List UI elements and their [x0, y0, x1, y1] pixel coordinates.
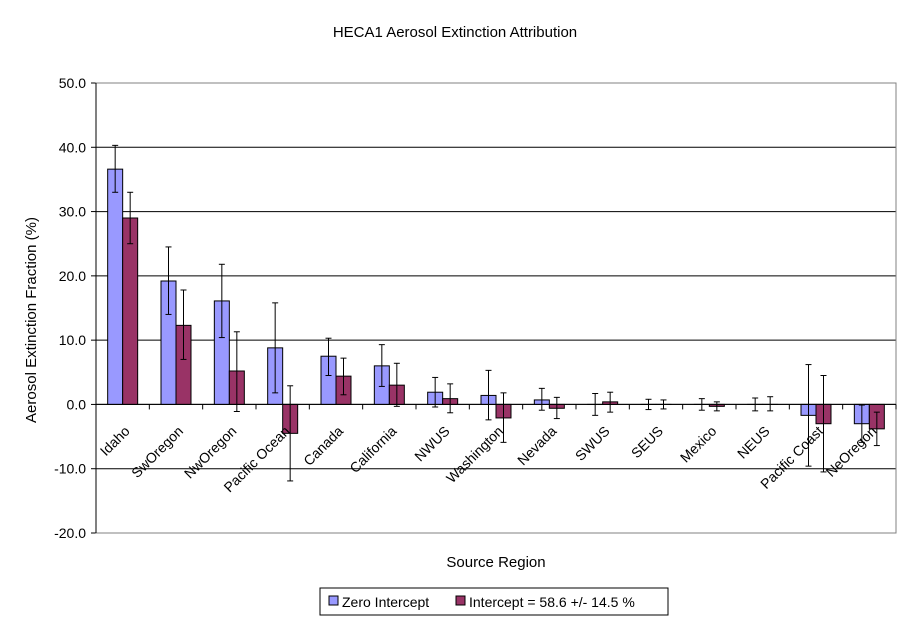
error-bar-california-series-2: [393, 362, 400, 407]
category-label-nevada: Nevada: [514, 423, 560, 469]
category-label-washington: Washington: [443, 423, 506, 486]
y-tick-label: 40.0: [59, 139, 86, 155]
x-axis-title: Source Region: [446, 554, 545, 571]
error-bar-nevada-series-2: [553, 396, 560, 420]
error-bar-nworegon-series-1: [218, 263, 225, 339]
y-tick-label: -10.0: [54, 461, 86, 477]
category-label-sworegon: SwOregon: [128, 423, 186, 481]
error-bar-neoregon-series-1: [858, 404, 865, 443]
y-tick-label: 0.0: [67, 396, 87, 412]
category-label-mexico: Mexico: [677, 423, 720, 466]
error-bar-sworegon-series-1: [165, 246, 172, 315]
bar-idaho-series-1: [107, 168, 124, 405]
error-bar-swus-series-2: [607, 391, 614, 413]
error-bar-washington-series-2: [500, 392, 507, 443]
bars: [107, 168, 885, 434]
error-bar-pacific-coast-series-2: [820, 375, 827, 473]
error-bar-canada-series-2: [340, 357, 347, 396]
error-bar-nwus-series-1: [432, 376, 439, 408]
category-label-swus: SWUS: [572, 423, 613, 464]
error-bar-washington-series-1: [485, 369, 492, 421]
error-bar-nevada-series-1: [538, 387, 545, 411]
category-label-canada: Canada: [300, 423, 346, 469]
error-bar-california-series-1: [378, 344, 385, 387]
y-tick-label: 30.0: [59, 204, 86, 220]
error-bar-idaho-series-1: [112, 144, 119, 193]
y-tick-label: 10.0: [59, 332, 86, 348]
category-label-california: California: [346, 423, 399, 476]
bar-idaho-series-2: [122, 217, 139, 405]
error-bar-mexico-series-2: [713, 401, 720, 412]
chart-title: HECA1 Aerosol Extinction Attribution: [333, 24, 577, 41]
y-axis-title: Aerosol Extinction Fraction (%): [23, 217, 40, 423]
legend-swatch-zero-intercept: [328, 595, 339, 606]
category-label-nwus: NWUS: [411, 423, 453, 465]
legend-box: [319, 587, 669, 616]
y-tick-label: 50.0: [59, 75, 86, 91]
legend-label-intercept: Intercept = 58.6 +/- 14.5 %: [469, 594, 635, 610]
error-bar-nwus-series-2: [447, 383, 454, 414]
category-label-neus: NEUS: [734, 423, 773, 462]
legend-label-zero-intercept: Zero Intercept: [342, 594, 429, 610]
error-bar-pacific-ocean-series-2: [287, 385, 294, 482]
error-bar-pacific-ocean-series-1: [272, 302, 279, 394]
error-bar-nworegon-series-2: [233, 331, 240, 412]
y-axis-ticks: 50.0 40.0 30.0 20.0 10.0 0.0 -10.0 -20.0: [54, 75, 96, 541]
legend-swatch-intercept: [455, 595, 466, 606]
error-bar-idaho-series-2: [127, 191, 134, 245]
category-label-neoregon: NeOregon: [822, 423, 879, 480]
error-bar-sworegon-series-2: [180, 289, 187, 360]
error-bar-canada-series-1: [325, 337, 332, 376]
axes: [95, 82, 897, 534]
error-bar-neus-series-2: [767, 396, 774, 412]
y-tick-label: -20.0: [54, 525, 86, 541]
legend: Zero Intercept Intercept = 58.6 +/- 14.5…: [319, 587, 669, 616]
y-tick-label: 20.0: [59, 268, 86, 284]
error-bars: [112, 144, 880, 482]
error-bar-neoregon-series-2: [873, 411, 880, 447]
category-label-seus: SEUS: [628, 423, 666, 461]
category-label-idaho: Idaho: [97, 423, 133, 459]
error-bar-pacific-coast-series-1: [805, 364, 812, 467]
